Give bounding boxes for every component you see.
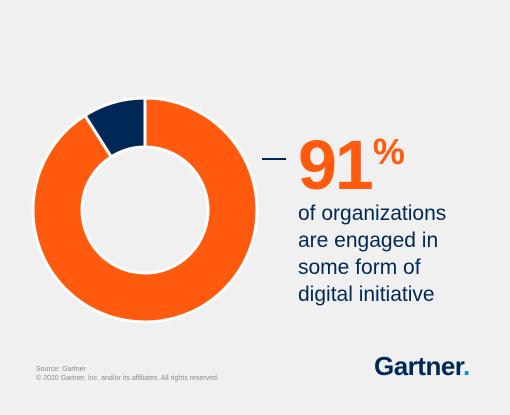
headline-caption: of organizations are engaged in some for… bbox=[298, 200, 503, 308]
logo-text: Gartner bbox=[374, 351, 464, 381]
caption-line-4: digital initiative bbox=[298, 283, 435, 306]
caption-line-2: are engaged in bbox=[298, 229, 439, 252]
logo-dot: . bbox=[463, 351, 470, 381]
copyright-line: © 2020 Gartner, Inc. and/or its affiliat… bbox=[36, 375, 219, 382]
donut-hole bbox=[83, 148, 207, 272]
donut-slice-1 bbox=[31, 96, 259, 324]
headline-percent-sign: % bbox=[372, 131, 405, 172]
caption-line-3: some form of bbox=[298, 256, 421, 279]
source-note: Source: Gartner © 2020 Gartner, Inc. and… bbox=[36, 365, 219, 383]
headline-number: 91 bbox=[298, 126, 374, 204]
caption-line-1: of organizations bbox=[298, 202, 447, 225]
gartner-logo: Gartner. bbox=[374, 351, 470, 382]
source-line: Source: Gartner bbox=[36, 366, 86, 373]
headline-stat: 91% bbox=[298, 130, 405, 200]
donut-slice-2 bbox=[82, 96, 147, 159]
connector-line bbox=[262, 158, 286, 160]
